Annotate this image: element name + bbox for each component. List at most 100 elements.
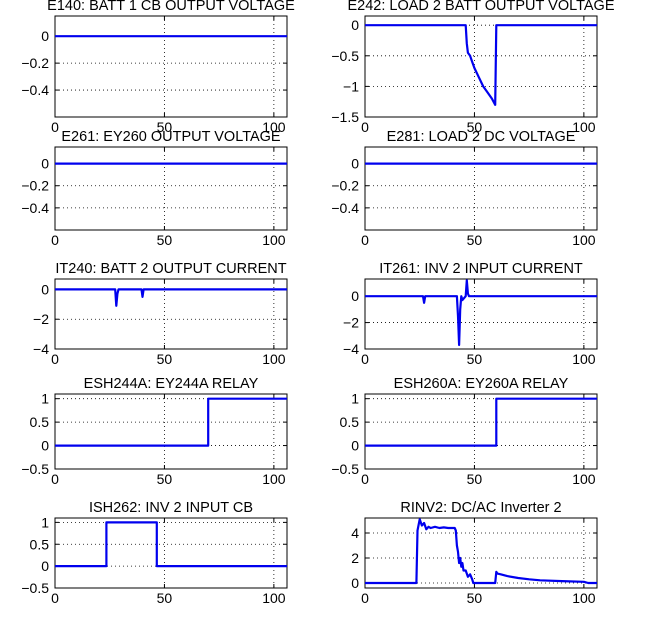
x-tick-label: 50 bbox=[157, 590, 173, 606]
x-tick-label: 100 bbox=[572, 351, 596, 367]
x-tick-label: 50 bbox=[467, 351, 483, 367]
subplot-1: E140: BATT 1 CB OUTPUT VOLTAGE 0 50 100 0 −0.… bbox=[21, 0, 295, 135]
subplot-title: E261: EY260 OUTPUT VOLTAGE bbox=[61, 129, 281, 145]
x-tick-label: 0 bbox=[51, 471, 59, 487]
subplot-title: E242: LOAD 2 BATT OUTPUT VOLTAGE bbox=[348, 0, 615, 14]
plot-frame bbox=[364, 146, 598, 231]
y-tick-label: −0.4 bbox=[21, 200, 49, 216]
subplot-title: ESH244A: EY244A RELAY bbox=[84, 376, 259, 392]
series-line bbox=[55, 397, 287, 447]
subplot-title: E140: BATT 1 CB OUTPUT VOLTAGE bbox=[47, 0, 295, 14]
plot-frame bbox=[54, 146, 288, 231]
plot-frame bbox=[364, 393, 598, 470]
subplot-title: ESH260A: EY260A RELAY bbox=[394, 376, 569, 392]
y-tick-label: −0.2 bbox=[21, 178, 49, 194]
x-tick-label: 100 bbox=[262, 119, 286, 135]
x-tick-label: 100 bbox=[572, 590, 596, 606]
series-line bbox=[365, 24, 597, 106]
x-tick-label: 100 bbox=[262, 232, 286, 248]
x-tick-label: 0 bbox=[361, 471, 369, 487]
x-tick-label: 0 bbox=[51, 590, 59, 606]
y-tick-label: 2 bbox=[351, 550, 359, 566]
x-tick-label: 100 bbox=[262, 471, 286, 487]
subplot-10: RINV2: DC/AC Inverter 2 0 50 100 4 2 0 bbox=[351, 500, 598, 606]
y-tick-label: 0.5 bbox=[30, 536, 50, 552]
y-tick-label: −0.2 bbox=[21, 55, 49, 71]
x-tick-label: 0 bbox=[361, 590, 369, 606]
series-line bbox=[55, 521, 287, 568]
x-tick-label: 50 bbox=[157, 351, 173, 367]
x-tick-label: 50 bbox=[157, 471, 173, 487]
y-tick-label: 1 bbox=[41, 514, 49, 530]
x-tick-label: 0 bbox=[51, 351, 59, 367]
y-tick-label: −4 bbox=[343, 341, 359, 357]
x-tick-label: 100 bbox=[262, 351, 286, 367]
y-tick-label: −0.5 bbox=[331, 48, 359, 64]
y-tick-label: 0 bbox=[41, 281, 49, 297]
x-tick-label: 50 bbox=[157, 119, 173, 135]
y-tick-label: 0 bbox=[351, 17, 359, 33]
subplot-title: ISH262: INV 2 INPUT CB bbox=[89, 500, 253, 516]
y-tick-label: 1 bbox=[351, 391, 359, 407]
y-tick-label: 0 bbox=[351, 575, 359, 591]
x-tick-label: 50 bbox=[467, 119, 483, 135]
plot-frame bbox=[364, 15, 598, 118]
y-tick-label: 0.5 bbox=[30, 414, 50, 430]
y-tick-label: 0 bbox=[351, 156, 359, 172]
plot-frame bbox=[364, 517, 598, 589]
x-tick-label: 0 bbox=[361, 119, 369, 135]
x-tick-label: 50 bbox=[467, 590, 483, 606]
y-tick-label: 0 bbox=[41, 438, 49, 454]
y-tick-label: 0.5 bbox=[340, 414, 360, 430]
y-tick-label: −2 bbox=[343, 315, 359, 331]
y-tick-label: −1 bbox=[343, 78, 359, 94]
series-line bbox=[365, 397, 597, 447]
y-tick-label: −4 bbox=[33, 341, 49, 357]
y-tick-label: 0 bbox=[41, 28, 49, 44]
y-tick-label: −0.4 bbox=[331, 200, 359, 216]
subplot-title: IT240: BATT 2 OUTPUT CURRENT bbox=[55, 261, 286, 277]
y-tick-label: −1.5 bbox=[331, 109, 359, 125]
subplot-title: RINV2: DC/AC Inverter 2 bbox=[400, 500, 561, 516]
y-tick-label: 0 bbox=[41, 558, 49, 574]
series-line bbox=[365, 518, 597, 585]
x-tick-label: 100 bbox=[262, 590, 286, 606]
x-tick-label: 0 bbox=[51, 119, 59, 135]
y-tick-label: 0 bbox=[41, 156, 49, 172]
subplot-4: E281: LOAD 2 DC VOLTAGE 0 50 100 0 −0.2 −0.4 bbox=[331, 129, 598, 248]
x-tick-label: 0 bbox=[51, 232, 59, 248]
y-tick-label: −0.2 bbox=[331, 178, 359, 194]
subplot-6: IT261: INV 2 INPUT CURRENT 0 50 100 0 −2 −4 bbox=[343, 261, 598, 367]
subplot-title: IT261: INV 2 INPUT CURRENT bbox=[379, 261, 583, 277]
subplot-5: IT240: BATT 2 OUTPUT CURRENT 0 50 100 0 −2 −4 bbox=[33, 261, 288, 367]
series-line bbox=[365, 279, 597, 347]
x-tick-label: 100 bbox=[572, 471, 596, 487]
y-tick-label: 0 bbox=[351, 438, 359, 454]
y-tick-label: −2 bbox=[33, 311, 49, 327]
y-tick-label: −0.4 bbox=[21, 82, 49, 98]
y-tick-label: 4 bbox=[351, 525, 359, 541]
plot-frame bbox=[54, 15, 288, 118]
x-tick-label: 50 bbox=[157, 232, 173, 248]
plot-frame bbox=[54, 517, 288, 589]
x-tick-label: 50 bbox=[467, 471, 483, 487]
x-tick-label: 100 bbox=[572, 119, 596, 135]
series-line bbox=[55, 288, 287, 307]
plot-frame bbox=[54, 278, 288, 350]
y-tick-label: 0 bbox=[351, 288, 359, 304]
plot-frame bbox=[364, 278, 598, 350]
x-tick-label: 50 bbox=[467, 232, 483, 248]
y-tick-label: 1 bbox=[41, 391, 49, 407]
x-tick-label: 0 bbox=[361, 351, 369, 367]
plot-frame bbox=[54, 393, 288, 470]
y-tick-label: −0.5 bbox=[331, 461, 359, 477]
y-tick-label: −0.5 bbox=[21, 461, 49, 477]
y-tick-label: −0.5 bbox=[21, 580, 49, 596]
subplot-title: E281: LOAD 2 DC VOLTAGE bbox=[387, 129, 576, 145]
subplot-3: E261: EY260 OUTPUT VOLTAGE 0 50 100 0 −0.2 −0.… bbox=[21, 129, 288, 248]
